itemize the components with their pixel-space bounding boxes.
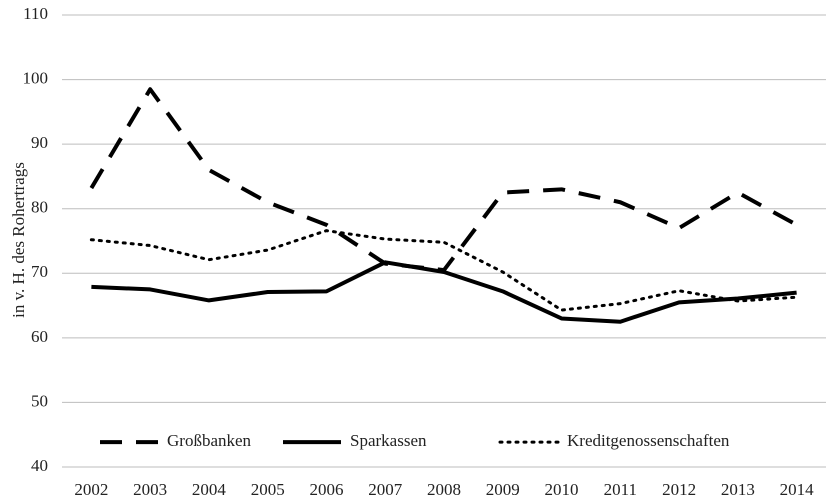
x-tick-label: 2010 xyxy=(545,480,579,499)
y-tick-label: 50 xyxy=(31,391,48,410)
x-tick-label: 2009 xyxy=(486,480,520,499)
x-tick-label: 2005 xyxy=(251,480,285,499)
y-tick-label: 100 xyxy=(23,68,49,87)
x-tick-label: 2013 xyxy=(721,480,755,499)
x-tick-label: 2007 xyxy=(368,480,403,499)
x-tick-label: 2008 xyxy=(427,480,461,499)
series-line xyxy=(89,229,799,312)
x-tick-label: 2004 xyxy=(192,480,227,499)
legend-label: Großbanken xyxy=(167,431,252,450)
y-tick-label: 40 xyxy=(31,456,48,475)
y-tick-label: 80 xyxy=(31,198,48,217)
x-tick-label: 2006 xyxy=(309,480,343,499)
y-tick-label: 90 xyxy=(31,133,48,152)
legend-label: Kreditgenossenschaften xyxy=(567,431,730,450)
y-tick-label: 60 xyxy=(31,327,48,346)
x-tick-label: 2011 xyxy=(604,480,637,499)
x-tick-label: 2002 xyxy=(74,480,108,499)
x-tick-label: 2003 xyxy=(133,480,167,499)
y-tick-label: 110 xyxy=(23,4,48,23)
x-tick-label: 2012 xyxy=(662,480,696,499)
series-line xyxy=(91,260,797,324)
y-tick-label: 70 xyxy=(31,262,48,281)
y-axis-label: in v. H. des Rohertrags xyxy=(9,162,28,318)
x-tick-label: 2014 xyxy=(780,480,815,499)
legend-label: Sparkassen xyxy=(350,431,427,450)
